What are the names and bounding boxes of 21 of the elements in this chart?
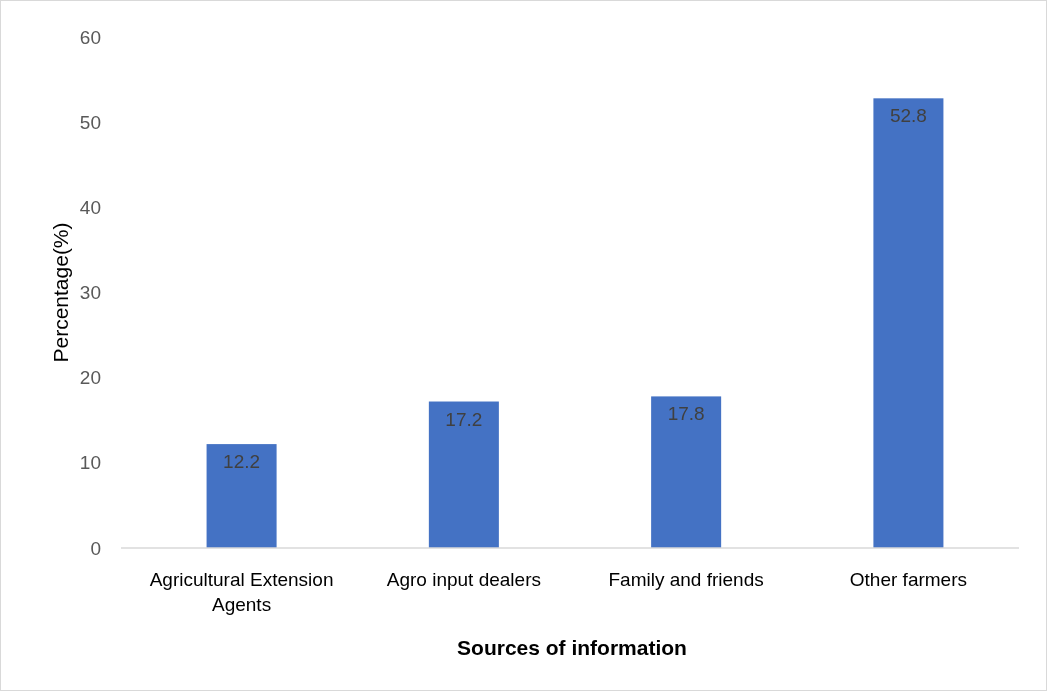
y-axis-title: Percentage(%) bbox=[49, 222, 72, 363]
bar bbox=[206, 444, 277, 548]
y-tick-label: 40 bbox=[79, 196, 101, 218]
x-tick-label: Family and friends bbox=[608, 569, 764, 590]
y-tick-label: 20 bbox=[79, 367, 101, 389]
x-tick-label: Other farmers bbox=[849, 569, 968, 590]
y-tick-label: 10 bbox=[79, 452, 101, 474]
y-tick-label: 30 bbox=[79, 282, 101, 304]
x-axis-title: Sources of information bbox=[457, 636, 687, 659]
data-label: 52.8 bbox=[889, 105, 927, 127]
bar bbox=[873, 98, 944, 548]
x-tick-label: Agro input dealers bbox=[386, 569, 541, 590]
data-label: 17.2 bbox=[445, 408, 483, 430]
x-tick-label: Agricultural Extension Agents bbox=[149, 569, 334, 615]
bar bbox=[428, 401, 499, 548]
bar bbox=[651, 396, 722, 548]
y-tick-label: 60 bbox=[79, 26, 101, 48]
data-label: 17.8 bbox=[667, 403, 705, 425]
y-tick-label: 50 bbox=[79, 111, 101, 133]
y-tick-label: 0 bbox=[90, 537, 101, 559]
data-label: 12.2 bbox=[223, 451, 261, 473]
